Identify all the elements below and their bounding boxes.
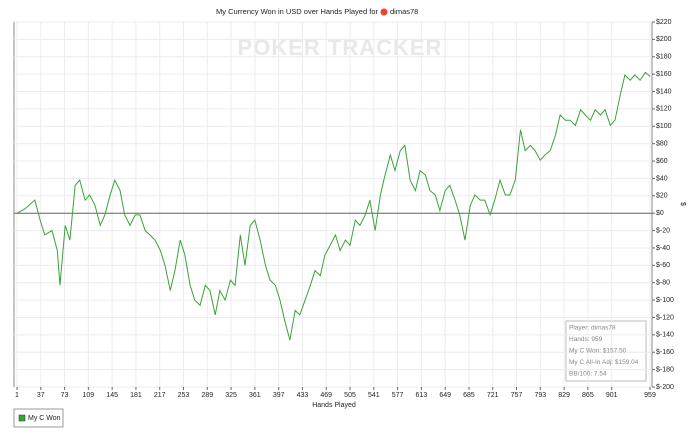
x-tick-label: 541 [368,392,380,399]
x-tick-label: 829 [558,392,570,399]
info-line: My C Won: $157.50 [569,348,627,355]
y-tick-label: $40 [656,175,668,182]
data-line [16,71,651,341]
x-tick-label: 577 [392,392,404,399]
x-tick-label: 901 [606,392,618,399]
x-tick-label: 469 [320,392,332,399]
x-tick-label: 959 [644,392,656,399]
x-tick-label: 289 [201,392,213,399]
x-tick-label: 109 [83,392,95,399]
y-tick-label: $80 [656,141,668,148]
x-tick-label: 1 [15,392,19,399]
legend-label: My C Won [28,415,61,422]
x-tick-label: 649 [439,392,451,399]
x-tick-label: 613 [416,392,428,399]
info-line: My C All-In Adj: $159.04 [569,359,639,366]
x-tick-label: 685 [463,392,475,399]
y-tick-label: $120 [656,106,672,113]
player-icon [380,8,388,16]
y-tick-label: $20 [656,193,668,200]
y-tick-label: $180 [656,54,672,61]
chart-title-player: dimas78 [390,7,418,16]
info-box [565,320,647,382]
y-tick-label: $-40 [656,245,670,252]
x-tick-label: 793 [534,392,546,399]
y-tick-label: $-200 [656,384,674,391]
legend-swatch [18,414,26,422]
watermark: POKER TRACKER [238,35,443,60]
x-tick-label: 361 [249,392,261,399]
x-tick-label: 181 [130,392,142,399]
y-tick-label: $-20 [656,227,670,234]
y-tick-label: $-140 [656,332,674,339]
x-tick-label: 757 [511,392,523,399]
x-tick-label: 721 [487,392,499,399]
y-tick-label: $220 [656,19,672,26]
y-tick-label: $200 [656,36,672,43]
y-tick-label: $140 [656,88,672,95]
x-tick-label: 217 [154,392,166,399]
chart-title: My Currency Won in USD over Hands Played… [216,7,379,16]
x-tick-label: 505 [344,392,356,399]
info-line: Player: dimas78 [569,325,616,332]
y-tick-label: $160 [656,71,672,78]
x-tick-label: 145 [106,392,118,399]
info-line: Hands: 959 [569,336,603,343]
x-tick-label: 73 [61,392,69,399]
y-tick-label: $-160 [656,349,674,356]
y-tick-label: $-180 [656,366,674,373]
y-tick-label: $0 [656,210,664,217]
info-line: BB/100: 7.54 [569,371,607,378]
x-tick-label: 325 [225,392,237,399]
x-tick-label: 37 [37,392,45,399]
y-tick-label: $-100 [656,297,674,304]
y-axis-label: $ [679,202,686,206]
plot-area [13,21,653,388]
x-tick-label: 397 [273,392,285,399]
y-tick-label: $-120 [656,314,674,321]
y-tick-label: $60 [656,158,668,165]
y-tick-label: $-80 [656,280,670,287]
legend-box [13,408,64,428]
x-axis-label: Hands Played [312,402,356,409]
x-tick-label: 253 [178,392,190,399]
x-tick-label: 865 [582,392,594,399]
y-tick-label: $-60 [656,262,670,269]
x-tick-label: 433 [297,392,309,399]
y-tick-label: $100 [656,123,672,130]
